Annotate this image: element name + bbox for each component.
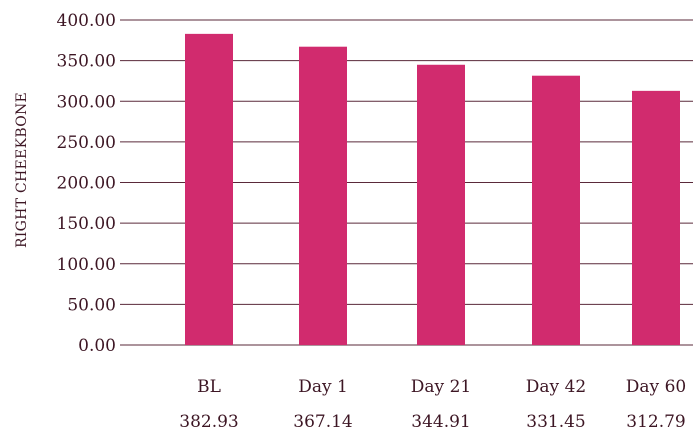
y-tick-label: 400.00 <box>57 11 116 31</box>
value-label: 331.45 <box>526 412 585 432</box>
y-tick-label: 200.00 <box>57 174 116 194</box>
category-label: Day 21 <box>411 377 471 397</box>
category-label: BL <box>197 377 221 397</box>
y-tick-label: 0.00 <box>78 336 116 356</box>
y-tick-label: 150.00 <box>57 214 116 234</box>
value-label: 367.14 <box>293 412 352 432</box>
y-tick-label: 50.00 <box>67 295 116 315</box>
bar <box>417 64 465 346</box>
y-tick-label: 350.00 <box>57 52 116 72</box>
bar <box>532 75 580 346</box>
bars <box>185 33 680 346</box>
y-tick-label: 300.00 <box>57 92 116 112</box>
y-tick-label: 250.00 <box>57 133 116 153</box>
y-axis-label: RIGHT CHEEKBONE <box>14 92 30 248</box>
value-label: 344.91 <box>411 412 470 432</box>
value-label: 382.93 <box>179 412 238 432</box>
category-labels: BL Day 1 Day 21 Day 42 Day 60 <box>197 377 686 397</box>
bar <box>632 90 680 345</box>
category-label: Day 1 <box>298 377 348 397</box>
value-label: 312.79 <box>626 412 685 432</box>
bar <box>299 46 347 345</box>
category-label: Day 60 <box>626 377 686 397</box>
category-label: Day 42 <box>526 377 586 397</box>
value-labels: 382.93 367.14 344.91 331.45 312.79 <box>179 412 685 432</box>
y-tick-labels: 400.00 350.00 300.00 250.00 200.00 150.00 100.… <box>57 11 116 356</box>
bar <box>185 33 233 345</box>
y-tick-label: 100.00 <box>57 255 116 275</box>
